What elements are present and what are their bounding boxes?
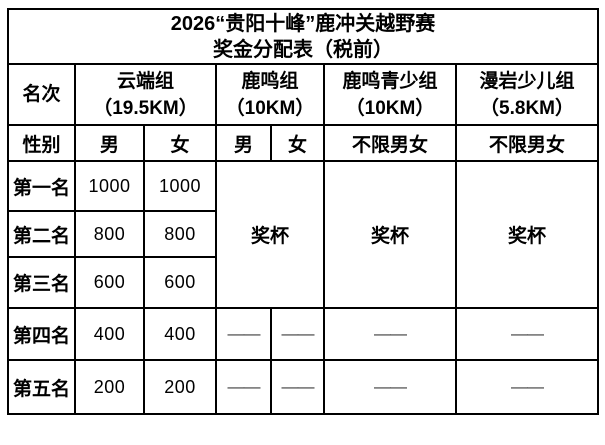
no-prize-dash: —— <box>270 307 325 361</box>
prize-yunduan-female: 200 <box>143 359 217 415</box>
prize-yunduan-female: 1000 <box>143 160 217 212</box>
group-header-row: 名次 云端组 （19.5KM） 鹿鸣组 （10KM） 鹿鸣青少组 （10KM） … <box>7 63 600 126</box>
no-prize-dash: —— <box>215 307 272 361</box>
gender-luming-female: 女 <box>270 124 325 162</box>
no-prize-dash: —— <box>215 359 272 415</box>
gender-qingshao: 不限男女 <box>323 124 457 162</box>
table-row: 第五名 200 200 —— —— —— —— <box>7 359 600 415</box>
rank-header-cell: 名次 <box>7 63 76 126</box>
group-header-luming: 鹿鸣组 （10KM） <box>215 63 325 126</box>
no-prize-dash: —— <box>323 359 457 415</box>
title-line2: 奖金分配表（税前） <box>213 38 394 61</box>
group-name: 云端组 <box>116 70 174 92</box>
prize-yunduan-female: 600 <box>143 256 217 309</box>
prize-yunduan-female: 800 <box>143 210 217 258</box>
prize-yunduan-male: 1000 <box>74 160 145 212</box>
title-row: 2026“贵阳十峰”鹿冲关越野赛 奖金分配表（税前） <box>6 8 600 65</box>
table-row: 第四名 400 400 —— —— —— —— <box>7 307 600 361</box>
no-prize-dash: —— <box>270 359 325 415</box>
no-prize-dash: —— <box>323 307 457 361</box>
group-distance: （19.5KM） <box>93 97 198 119</box>
prize-yunduan-female: 400 <box>143 307 217 361</box>
group-header-qingshao: 鹿鸣青少组 （10KM） <box>323 63 457 126</box>
group-header-shaoer: 漫岩少儿组 （5.8KM） <box>454 63 600 126</box>
table-row: 第三名 600 600 <box>7 256 598 309</box>
no-prize-dash: —— <box>454 307 600 361</box>
group-name: 鹿鸣青少组 <box>342 70 438 92</box>
no-prize-dash: —— <box>454 359 600 415</box>
table-row: 第二名 800 800 <box>7 210 598 258</box>
prize-yunduan-male: 400 <box>74 307 145 361</box>
gender-yunduan-female: 女 <box>143 124 217 162</box>
group-distance: （10KM） <box>345 97 435 119</box>
rank-label: 第四名 <box>7 307 76 361</box>
trophy-luming: 奖杯 <box>215 160 325 309</box>
gender-shaoer: 不限男女 <box>454 124 600 162</box>
rank-label: 第五名 <box>7 359 76 415</box>
group-distance: （10KM） <box>225 97 315 119</box>
rank-label: 第二名 <box>7 210 76 258</box>
rank-label: 第三名 <box>7 256 76 309</box>
prize-table-wrapper: 2026“贵阳十峰”鹿冲关越野赛 奖金分配表（税前） 名次 云端组 （19.5K… <box>6 8 600 415</box>
prize-yunduan-male: 800 <box>74 210 145 258</box>
prize-yunduan-male: 200 <box>74 359 145 415</box>
prize-distribution-table: 2026“贵阳十峰”鹿冲关越野赛 奖金分配表（税前） 名次 云端组 （19.5K… <box>6 8 600 415</box>
group-distance: （5.8KM） <box>480 97 575 119</box>
gender-luming-male: 男 <box>215 124 272 162</box>
title-line1: 2026“贵阳十峰”鹿冲关越野赛 <box>170 12 436 35</box>
trophy-shaoer: 奖杯 <box>454 160 600 309</box>
gender-row: 性别 男 女 男 女 不限男女 不限男女 <box>7 124 600 162</box>
gender-yunduan-male: 男 <box>74 124 145 162</box>
gender-header-cell: 性别 <box>7 124 76 162</box>
group-name: 漫岩少儿组 <box>479 70 575 92</box>
group-header-yunduan: 云端组 （19.5KM） <box>74 63 217 126</box>
group-name: 鹿鸣组 <box>241 70 299 92</box>
table-title: 2026“贵阳十峰”鹿冲关越野赛 奖金分配表（税前） <box>6 8 600 65</box>
rank-label: 第一名 <box>7 160 76 212</box>
trophy-qingshao: 奖杯 <box>323 160 457 309</box>
prize-yunduan-male: 600 <box>74 256 145 309</box>
table-row: 第一名 1000 1000 奖杯 奖杯 奖杯 <box>7 160 600 309</box>
